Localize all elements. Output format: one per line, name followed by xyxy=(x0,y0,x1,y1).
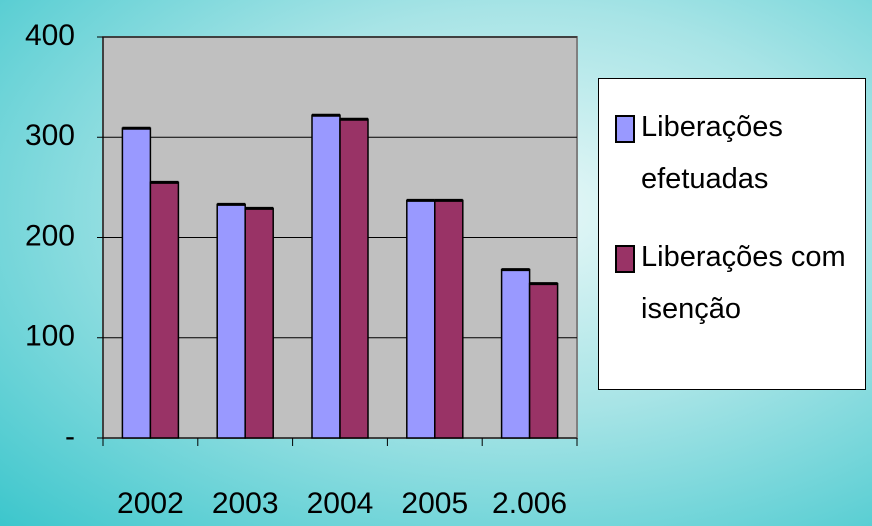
y-tick-label: 200 xyxy=(25,219,75,252)
x-tick-label: 2004 xyxy=(307,487,374,520)
bar xyxy=(311,114,341,439)
legend-item: Liberações efetuadas xyxy=(615,101,859,205)
bar xyxy=(339,118,369,439)
x-tick-label: 2003 xyxy=(212,487,279,520)
bar xyxy=(500,268,531,439)
bar xyxy=(244,207,274,439)
legend-item: Liberações com isenção xyxy=(615,231,859,335)
legend: Liberações efetuadas Liberações com isenç… xyxy=(598,78,866,390)
legend-swatch xyxy=(615,245,635,273)
bar xyxy=(406,199,436,439)
legend-label: Liberações efetuadas xyxy=(641,111,783,195)
legend-swatch xyxy=(615,115,635,143)
legend-label: Liberações com isenção xyxy=(641,241,846,325)
y-tick-label: 300 xyxy=(25,119,75,152)
x-tick-label: 2.006 xyxy=(492,487,567,520)
bar xyxy=(434,199,464,439)
bar xyxy=(121,127,152,439)
y-tick-label: 100 xyxy=(25,320,75,353)
y-tick-label: - xyxy=(65,420,75,453)
bar xyxy=(216,203,246,439)
y-tick-label: 400 xyxy=(25,19,75,52)
bar xyxy=(149,181,180,439)
x-tick-label: 2002 xyxy=(117,487,184,520)
x-tick-label: 2005 xyxy=(401,487,468,520)
bar xyxy=(528,282,559,439)
